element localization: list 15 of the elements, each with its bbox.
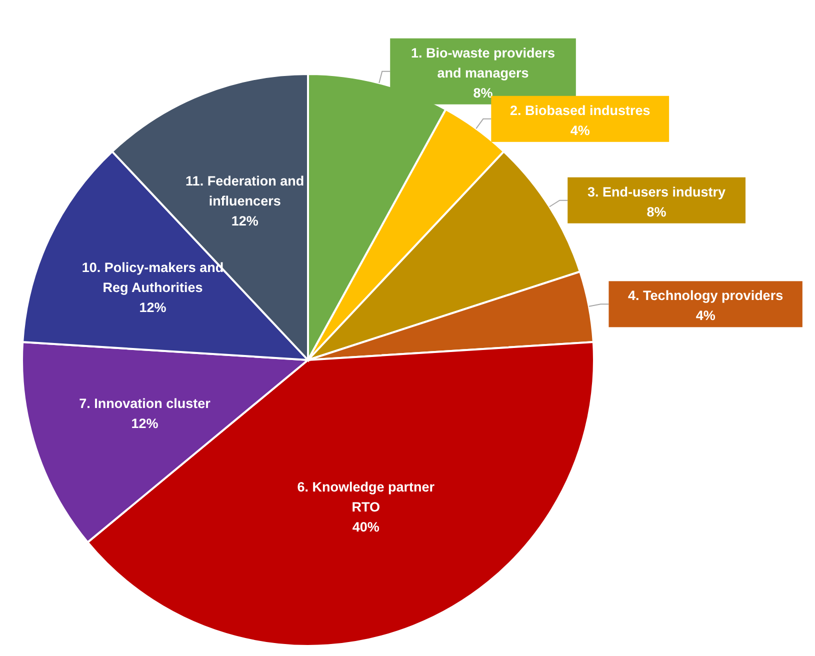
data-label: 12%	[139, 300, 166, 315]
data-label: 4%	[696, 308, 716, 324]
slice-label: 6. Knowledge partner RTO	[297, 479, 436, 514]
data-label: 8%	[646, 204, 666, 220]
slice-label: 1. Bio-waste providers and managers	[410, 45, 556, 80]
data-label: 12%	[231, 213, 258, 228]
slice-label: 11. Federation and influencers	[186, 173, 304, 208]
slice-label: 2. Biobased industres	[510, 102, 650, 118]
slice-label: 4. Technology providers	[628, 288, 784, 304]
data-label: 8%	[473, 85, 493, 100]
data-label: 12%	[131, 416, 158, 432]
slice-label: 3. End-users industry	[588, 184, 726, 200]
data-label: 40%	[352, 519, 380, 534]
data-label: 4%	[570, 122, 590, 138]
slice-label: 7. Innovation cluster	[79, 396, 212, 412]
